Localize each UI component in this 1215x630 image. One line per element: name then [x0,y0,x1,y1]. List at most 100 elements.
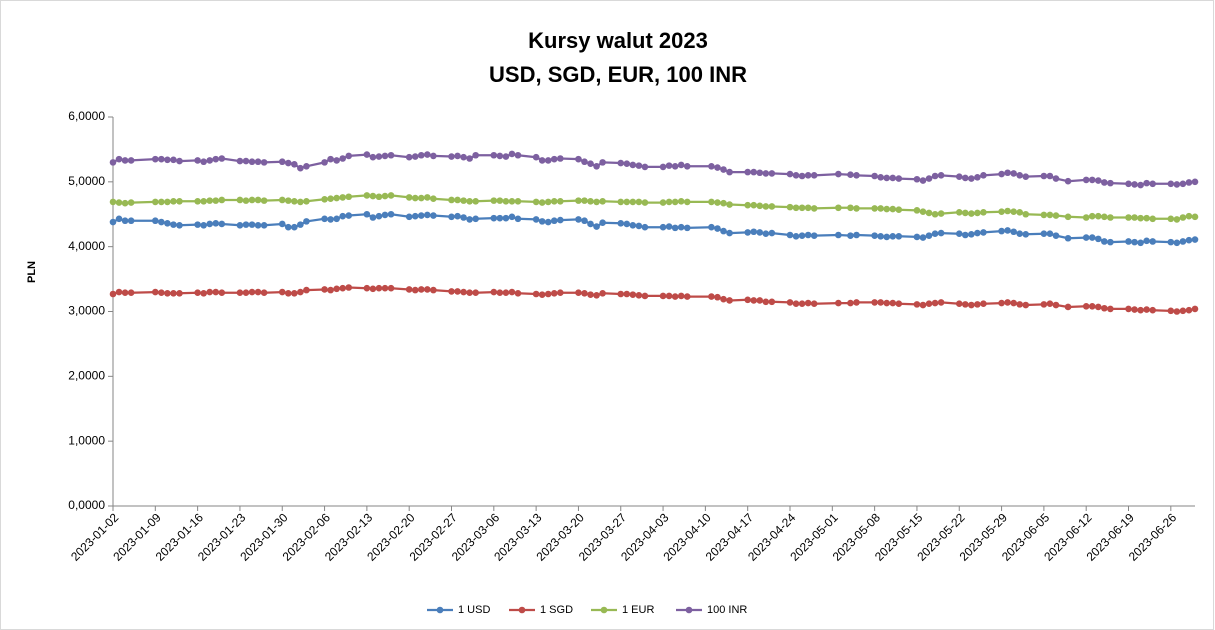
data-point [1088,303,1096,310]
data-point [599,290,606,297]
data-point [242,197,250,204]
legend-label: 100 INR [707,604,747,616]
data-point [454,196,461,204]
data-point [853,299,860,306]
data-point [375,212,383,220]
data-point [629,198,637,206]
data-point [708,293,715,300]
data-point [1010,228,1017,236]
data-point [369,192,377,200]
legend-item: 100 INR [676,604,747,616]
data-point [121,289,129,296]
data-point [804,299,812,307]
data-point [768,229,776,237]
data-point [955,173,963,180]
data-point [254,221,262,229]
data-point [200,290,207,297]
data-point [472,215,479,223]
data-point [593,162,600,170]
data-point [889,205,897,213]
data-point [871,232,878,239]
data-point [297,198,304,206]
data-point [720,166,727,173]
data-point [327,155,334,163]
data-point [1167,238,1175,246]
data-point [176,290,183,297]
data-point [659,163,667,171]
data-point [514,151,522,159]
data-point [671,162,679,170]
data-point [260,289,268,296]
data-point [798,204,806,212]
data-point [158,198,165,206]
data-point [321,286,328,293]
data-point [962,301,969,308]
data-point [581,158,588,166]
data-point [1094,177,1102,184]
data-point [641,223,649,231]
data-point [1010,208,1017,215]
data-point [1137,239,1144,247]
data-point [726,229,733,237]
data-point [538,199,546,206]
data-point [883,299,891,307]
chart-subtitle: USD, SGD, EUR, 100 INR [489,62,747,87]
data-point [617,198,625,206]
data-point [1173,216,1181,223]
data-point [587,291,594,298]
data-point [490,288,498,296]
data-point [955,300,963,308]
data-point [1088,234,1096,241]
data-point [1179,307,1187,315]
data-point [1191,305,1199,313]
data-point [339,284,346,292]
data-point [405,286,413,293]
data-point [454,288,461,295]
data-point [381,152,389,160]
data-point [1125,214,1132,221]
data-point [1016,301,1024,308]
data-point [363,192,371,199]
data-point [835,170,842,178]
data-point [786,231,794,239]
data-point [750,201,758,209]
data-point [1137,306,1144,314]
data-point [641,292,649,300]
data-point [460,214,467,221]
data-point [1004,227,1011,234]
data-point [925,232,933,239]
data-point [200,197,207,205]
data-point [448,213,455,221]
data-point [877,232,884,240]
data-point [1149,238,1156,245]
data-point [544,290,552,298]
legend-label: 1 SGD [540,604,573,616]
data-point [919,234,927,241]
data-point [194,221,201,228]
data-point [194,197,201,205]
data-point [544,218,552,226]
data-point [659,292,667,300]
data-point [762,170,770,177]
data-point [1173,181,1181,188]
series [109,192,1199,223]
legend-marker [518,606,526,614]
data-point [152,288,159,296]
data-point [889,299,897,307]
data-point [1167,180,1175,188]
data-point [744,296,751,304]
data-point [405,153,413,161]
data-point [1107,238,1114,246]
data-point [260,159,268,166]
data-point [871,172,878,180]
data-point [345,284,353,291]
data-point [919,177,927,184]
data-point [1131,238,1138,246]
data-point [297,164,304,172]
data-point [835,204,842,212]
data-point [508,197,516,205]
data-point [550,155,558,163]
data-point [913,175,921,183]
data-point [278,220,286,228]
data-point [974,173,981,181]
